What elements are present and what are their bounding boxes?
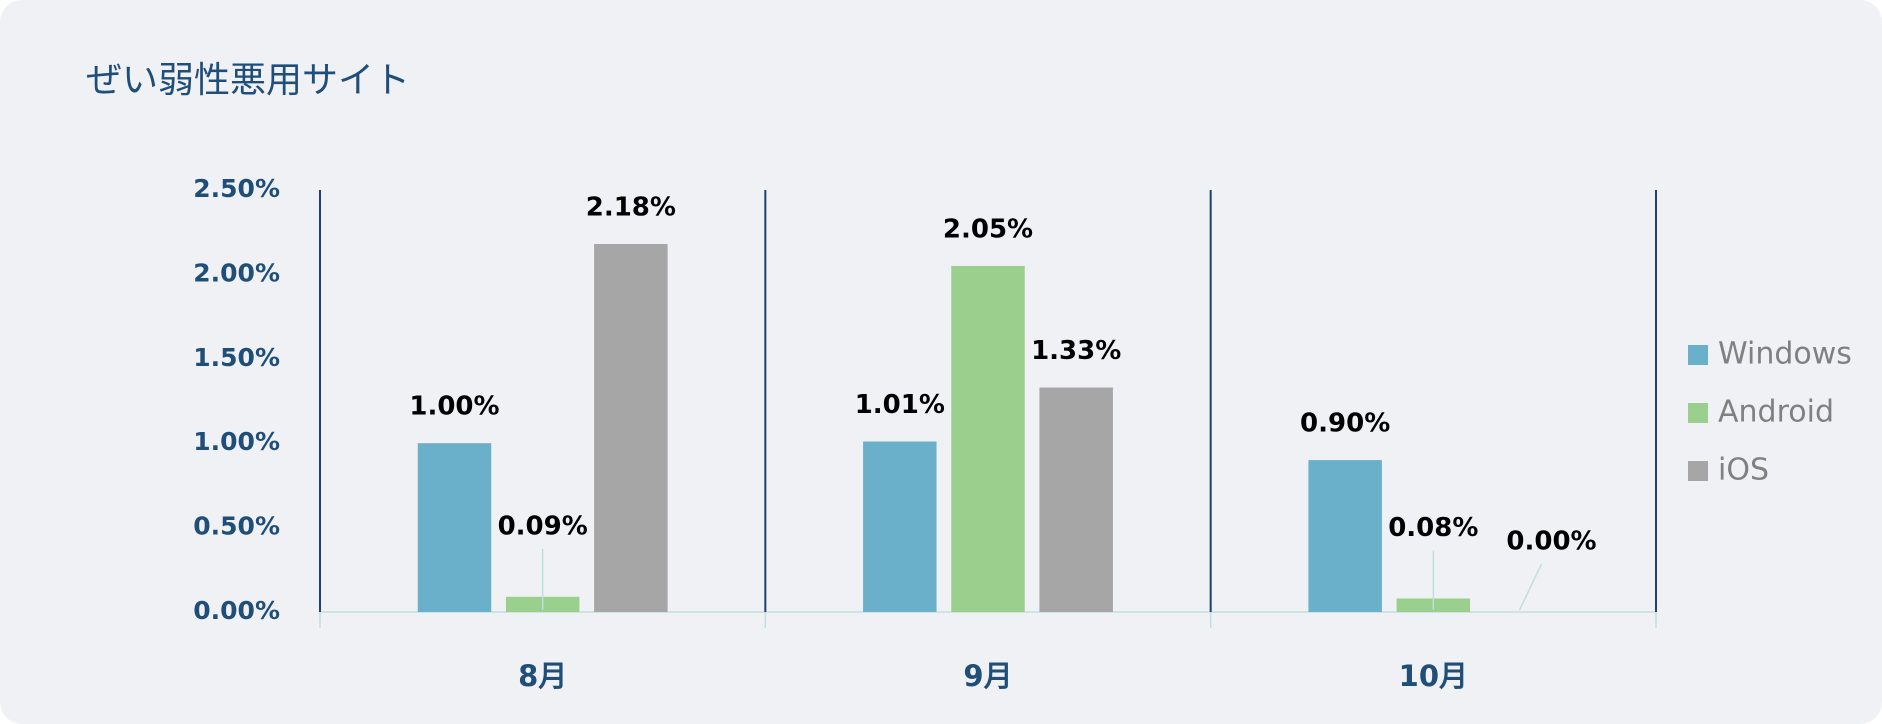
value-label: 1.00%	[409, 392, 499, 422]
legend-swatch	[1688, 403, 1708, 423]
legend-label: Android	[1718, 395, 1834, 430]
x-tick-label: 8月	[518, 659, 567, 693]
value-label: 1.33%	[1031, 336, 1121, 366]
chart-title: ぜい弱性悪用サイト	[86, 60, 410, 101]
y-tick-label: 2.00%	[193, 258, 280, 287]
legend-label: iOS	[1718, 453, 1769, 488]
value-label: 0.09%	[498, 511, 588, 541]
value-label: 0.00%	[1506, 527, 1596, 557]
legend-swatch	[1688, 345, 1708, 365]
bar	[1308, 460, 1382, 612]
bar	[417, 443, 492, 612]
bar	[594, 244, 668, 613]
y-tick-label: 2.50%	[193, 174, 280, 203]
leader-line	[1518, 563, 1543, 611]
value-label: 0.90%	[1300, 409, 1390, 439]
y-tick-label: 1.50%	[193, 343, 280, 372]
x-tick-label: 9月	[963, 659, 1012, 693]
value-label: 1.01%	[855, 390, 945, 420]
legend-label: Windows	[1718, 337, 1852, 372]
y-tick-label: 0.00%	[193, 596, 280, 625]
bar	[1039, 387, 1113, 612]
y-tick-label: 0.50%	[193, 512, 280, 541]
legend-swatch	[1688, 461, 1708, 481]
bar	[863, 441, 937, 612]
x-tick-label: 10月	[1399, 659, 1468, 693]
value-label: 0.08%	[1388, 513, 1478, 543]
value-label: 2.05%	[943, 214, 1033, 244]
bar	[951, 265, 1025, 612]
y-tick-label: 1.00%	[193, 427, 280, 456]
value-label: 2.18%	[586, 193, 676, 223]
